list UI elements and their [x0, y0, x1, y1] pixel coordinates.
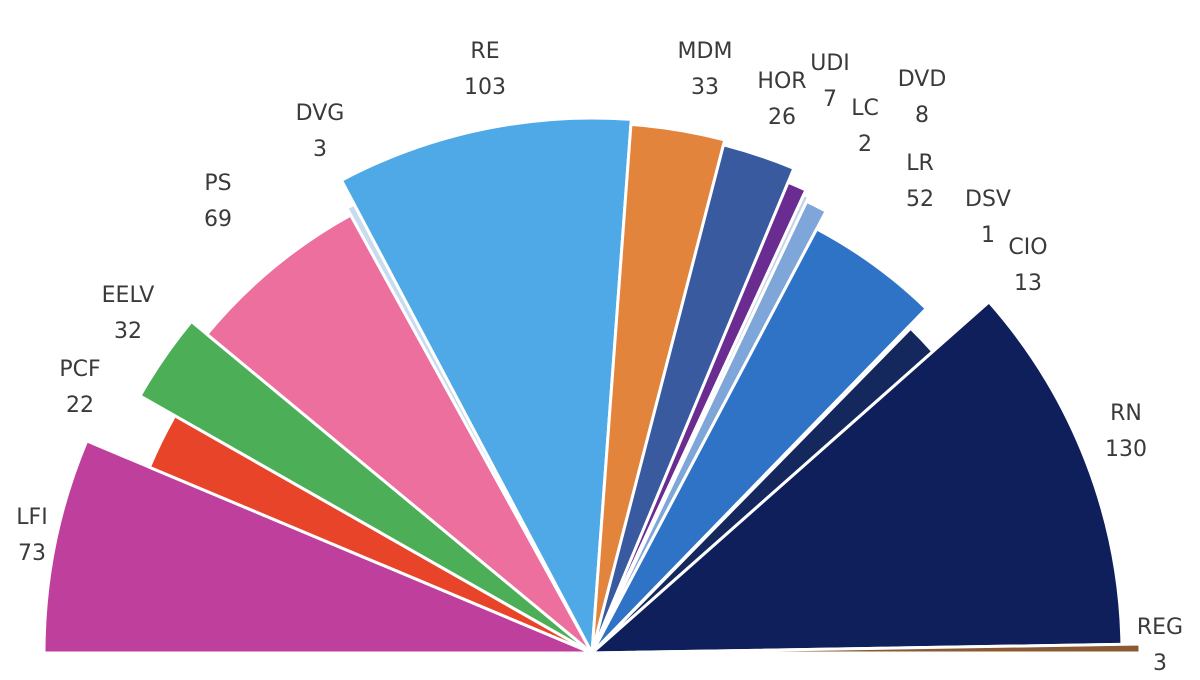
label-value-lfi: 73 — [18, 541, 46, 566]
label-value-ps: 69 — [204, 207, 232, 232]
label-name-re: RE — [470, 39, 499, 64]
slice-lfi — [42, 439, 594, 655]
label-name-lfi: LFI — [16, 505, 47, 530]
label-value-cio: 13 — [1014, 271, 1042, 296]
label-name-ps: PS — [204, 171, 231, 196]
label-name-eelv: EELV — [102, 283, 155, 308]
label-value-lr: 52 — [906, 187, 934, 212]
label-name-udi: UDI — [810, 51, 850, 76]
label-name-lr: LR — [906, 151, 934, 176]
label-name-dvd: DVD — [898, 67, 947, 92]
slice-hor — [590, 143, 796, 655]
slice-lr — [590, 227, 928, 655]
label-value-eelv: 32 — [114, 319, 142, 344]
slice-ps — [205, 213, 594, 655]
label-name-lc: LC — [851, 96, 879, 121]
slices-group — [42, 116, 1142, 655]
slice-eelv — [138, 319, 594, 655]
label-name-dsv: DSV — [965, 187, 1011, 212]
label-value-dsv: 1 — [981, 223, 995, 248]
label-value-dvd: 8 — [915, 103, 929, 128]
label-value-re: 103 — [464, 75, 506, 100]
label-name-mdm: MDM — [678, 39, 733, 64]
label-name-pcf: PCF — [59, 357, 100, 382]
label-name-dvg: DVG — [296, 101, 345, 126]
label-value-udi: 7 — [823, 87, 837, 112]
label-value-hor: 26 — [768, 105, 796, 130]
slice-re — [339, 116, 633, 655]
label-name-hor: HOR — [757, 69, 806, 94]
label-value-rn: 130 — [1105, 437, 1147, 462]
label-value-reg: 3 — [1153, 651, 1167, 676]
slice-reg — [590, 642, 1142, 655]
label-name-reg: REG — [1137, 615, 1183, 640]
label-value-lc: 2 — [858, 132, 872, 157]
label-value-dvg: 3 — [313, 137, 327, 162]
slice-rn — [590, 300, 1124, 655]
label-value-mdm: 33 — [691, 75, 719, 100]
label-name-cio: CIO — [1008, 235, 1047, 260]
label-value-pcf: 22 — [66, 393, 94, 418]
label-name-rn: RN — [1110, 401, 1142, 426]
